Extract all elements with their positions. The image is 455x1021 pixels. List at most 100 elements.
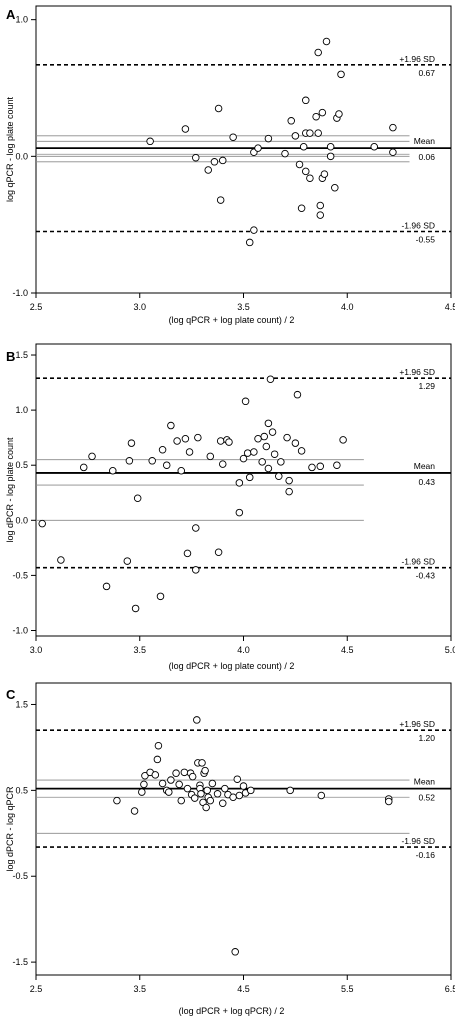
data-point [385,797,393,806]
data-point [225,438,233,446]
panel-letter: B [6,349,15,364]
data-point [389,123,397,132]
upper-limit-value: 1.29 [418,381,435,391]
data-point [138,788,146,796]
y-tick-label: 1.0 [15,15,28,25]
data-point [258,458,266,466]
data-point [314,129,322,137]
data-point [216,196,225,204]
data-point [302,96,310,105]
y-tick-label: -1.0 [12,288,28,298]
data-point [285,487,293,496]
data-point [173,437,181,445]
y-tick-label: 0.0 [15,151,28,161]
x-tick-label: 3.0 [30,645,43,655]
data-point [245,473,254,482]
data-point [235,479,244,487]
data-point [270,450,279,458]
data-point [235,508,244,517]
data-point [202,803,210,812]
data-point [192,153,200,162]
data-point [88,452,96,461]
data-point [239,454,248,463]
lower-limit-label: -1.96 SD [401,557,435,567]
data-point [218,460,227,468]
data-point [308,463,316,472]
data-point [314,48,322,57]
data-point [183,549,192,558]
data-point [148,457,156,465]
data-point [194,433,202,442]
data-point [204,166,212,174]
data-point [151,771,160,779]
data-point [180,768,189,777]
y-tick-label: 0.5 [15,460,28,470]
y-axis-title: log dPCR - log qPCR [5,786,15,872]
panel-letter: A [6,7,16,22]
x-tick-label: 4.0 [237,645,250,655]
data-point [337,70,345,79]
x-tick-label: 4.0 [341,302,354,312]
data-point [250,448,258,456]
data-point [331,184,339,192]
data-point [123,557,132,565]
data-point [113,796,121,805]
data-point [306,129,314,137]
panel-c: C +1.96 SD 1.20 Mean 0.52 -1.96 SD -0.16 2.5 3.5… [5,682,455,1016]
data-point [198,759,206,767]
data-point [262,442,271,451]
y-tick-label: -1.0 [12,625,28,635]
mean-label: Mean [414,136,436,146]
y-tick-label: 0.5 [15,785,28,795]
data-point [291,439,300,447]
lower-limit-value: -0.43 [416,571,436,581]
mean-value: 0.52 [418,793,435,803]
data-point [131,604,140,613]
lower-limit-label: -1.96 SD [401,221,435,231]
x-tick-label: 2.5 [30,984,43,994]
upper-limit-label: +1.96 SD [399,367,435,377]
x-tick-label: 3.0 [133,302,146,312]
data-point [197,790,205,798]
data-point [254,144,262,152]
data-point [154,741,163,750]
data-point [167,421,175,430]
y-tick-label: 1.5 [15,350,28,360]
data-point [165,788,173,796]
x-tick-label: 3.5 [133,984,146,994]
data-point [162,461,171,469]
mean-label: Mean [414,777,436,787]
lower-limit-value: -0.55 [416,235,436,245]
x-tick-label: 3.5 [133,645,146,655]
data-point [188,772,197,781]
data-points [38,375,347,613]
x-axis-title: (log qPCR + log plate count) / 2 [169,315,295,325]
data-point [264,419,273,428]
data-point [283,433,291,442]
data-point [322,37,331,46]
panel-a: A +1.96 SD 0.67 Mean 0.06 -1.96 SD -0.55 2.5 3.0… [5,5,455,325]
data-point [229,133,237,141]
data-point [218,156,227,165]
upper-limit-label: +1.96 SD [399,54,435,64]
data-point [241,397,250,406]
data-point [175,780,183,789]
data-point [214,548,223,557]
data-point [102,582,111,591]
data-point [295,160,304,169]
data-point [312,112,320,121]
plot-frame [35,5,452,294]
data-point [79,463,88,472]
x-tick-label: 5.5 [341,984,354,994]
data-point [326,152,335,161]
data-point [243,449,252,457]
panel-letter: C [6,687,16,702]
y-tick-label: 0.0 [15,515,28,525]
data-point [239,782,248,790]
mean-value: 0.06 [418,152,435,162]
x-tick-label: 4.5 [341,645,354,655]
data-point [275,472,283,480]
x-axis-title: (log dPCR + log qPCR) / 2 [179,1006,285,1016]
data-point [302,167,310,176]
